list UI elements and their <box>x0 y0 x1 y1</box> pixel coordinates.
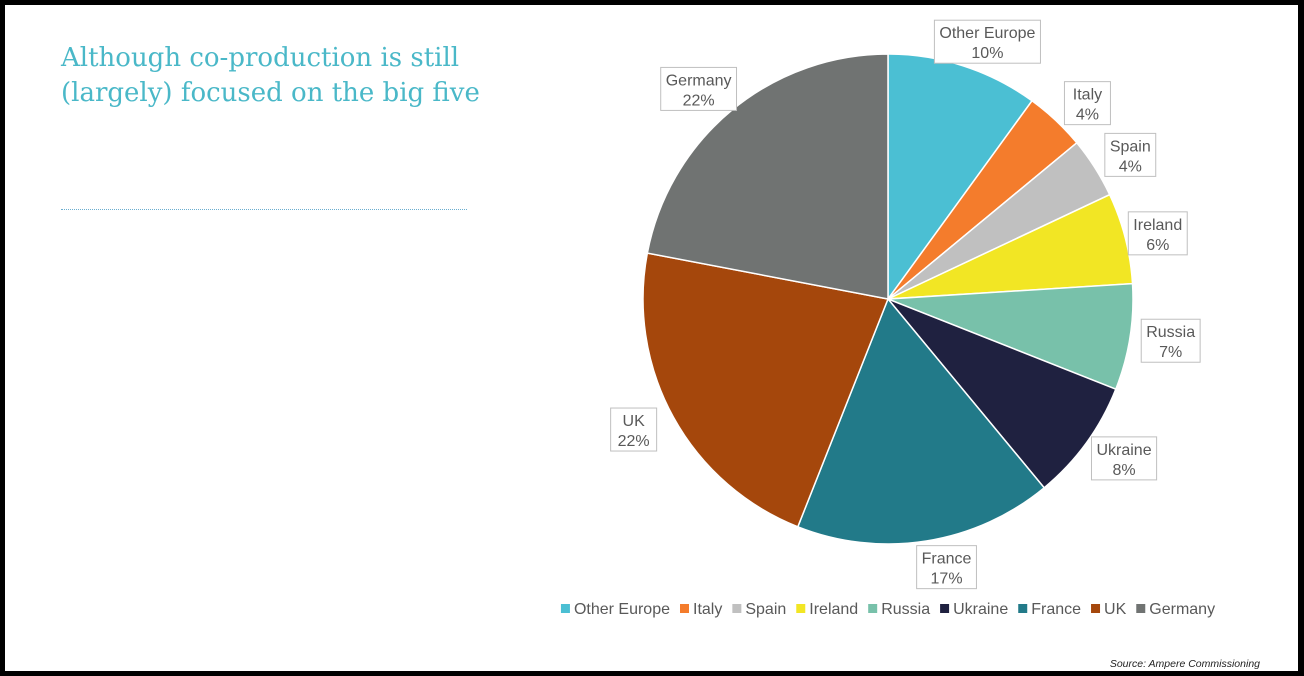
data-label-category: Ireland <box>1133 217 1182 234</box>
data-label-box <box>1104 132 1157 177</box>
legend-item-ireland: Ireland <box>796 601 858 618</box>
legend-swatch <box>1091 604 1101 613</box>
legend-label: UK <box>1104 601 1127 618</box>
data-label-box <box>610 407 658 452</box>
legend-label: Ireland <box>809 601 858 618</box>
legend-item-italy: Italy <box>680 601 722 618</box>
data-label-category: UK <box>623 413 646 430</box>
data-label-value: 22% <box>683 92 715 109</box>
legend-item-other-europe: Other Europe <box>560 601 670 618</box>
data-label-box <box>916 545 977 590</box>
data-label-uk: UK 22% <box>610 407 658 452</box>
legend-label: Ukraine <box>953 601 1008 618</box>
data-label-france: France 17% <box>916 545 977 590</box>
pie-slice-uk <box>642 252 890 528</box>
legend-label: France <box>1031 601 1081 618</box>
legend-swatch <box>680 604 689 613</box>
data-label-ukraine: Ukraine 8% <box>1090 436 1158 481</box>
data-label-germany: Germany 22% <box>660 66 738 111</box>
data-label-box <box>1140 318 1201 363</box>
data-label-category: Germany <box>666 72 732 89</box>
slide-title: Although co-production is still (largely… <box>61 43 480 108</box>
legend-swatch <box>868 604 878 613</box>
legend-swatch <box>560 604 570 613</box>
legend-item-france: France <box>1018 601 1081 618</box>
legend-label: Other Europe <box>574 601 670 618</box>
data-label-category: Spain <box>1110 138 1151 155</box>
data-label-category: Ukraine <box>1096 442 1151 459</box>
legend-swatch <box>796 604 806 613</box>
data-label-box <box>933 19 1041 64</box>
data-label-value: 7% <box>1159 344 1182 361</box>
data-label-box <box>1090 436 1158 481</box>
data-label-value: 6% <box>1146 237 1169 254</box>
pie-slice-ukraine <box>887 298 1117 489</box>
chart-legend: Other Europe Italy Spain Ireland Russia Ukrai… <box>560 601 1215 618</box>
legend-item-ukraine: Ukraine <box>940 601 1008 618</box>
legend-label: Russia <box>881 601 930 618</box>
source-note: Source: Ampere Commissioning <box>1109 658 1260 670</box>
data-label-category: Russia <box>1146 324 1195 341</box>
data-label-value: 4% <box>1119 158 1142 175</box>
pie-slice-russia <box>887 282 1134 391</box>
data-label-italy: Italy 4% <box>1063 81 1111 126</box>
data-label-box <box>1127 211 1188 256</box>
data-label-spain: Spain 4% <box>1104 132 1157 177</box>
legend-item-uk: UK <box>1091 601 1127 618</box>
legend-item-spain: Spain <box>732 601 786 618</box>
slide: Although co-production is still (largely… <box>5 5 1298 671</box>
data-label-value: 22% <box>618 433 650 450</box>
legend-item-germany: Germany <box>1136 601 1215 618</box>
title-divider <box>61 209 467 210</box>
data-label-other-europe: Other Europe 10% <box>933 19 1041 64</box>
data-label-value: 4% <box>1076 107 1099 124</box>
data-label-box <box>660 66 738 111</box>
legend-item-russia: Russia <box>868 601 930 618</box>
data-label-box <box>1063 81 1111 126</box>
data-label-category: France <box>922 551 972 568</box>
legend-label: Italy <box>693 601 722 618</box>
data-label-ireland: Ireland 6% <box>1127 211 1188 256</box>
pie-slice-other-europe <box>887 53 1034 302</box>
legend-swatch <box>940 604 950 613</box>
data-label-category: Other Europe <box>939 25 1035 42</box>
data-label-value: 8% <box>1112 462 1135 479</box>
data-label-value: 10% <box>971 45 1003 62</box>
data-label-category: Italy <box>1073 87 1102 104</box>
legend-label: Spain <box>745 601 786 618</box>
legend-label: Germany <box>1149 601 1215 618</box>
legend-swatch <box>732 604 742 613</box>
data-label-russia: Russia 7% <box>1140 318 1201 363</box>
pie-slice-france <box>796 297 1046 545</box>
legend-swatch <box>1136 604 1146 613</box>
data-label-value: 17% <box>931 571 963 588</box>
pie-chart: Other Europe 10% Italy 4% Spain 4% Ireland 6% Ru… <box>560 19 1215 618</box>
legend-swatch <box>1018 604 1028 613</box>
